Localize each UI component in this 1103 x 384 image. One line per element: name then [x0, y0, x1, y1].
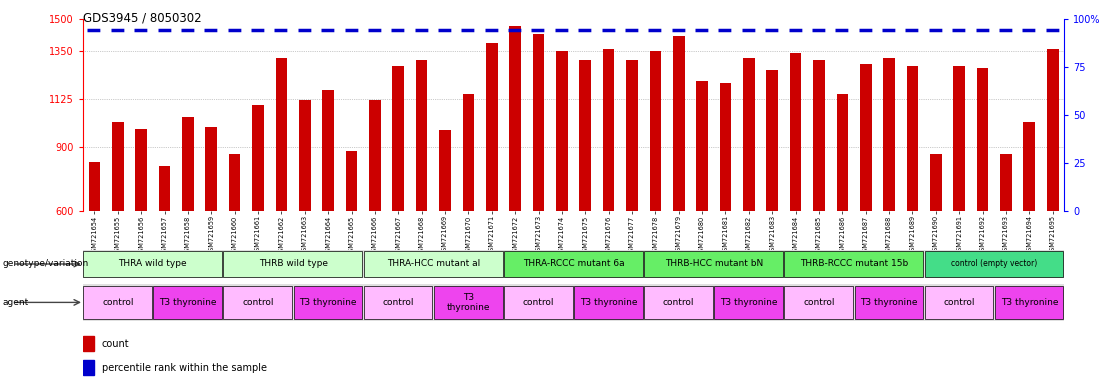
Bar — [322, 89, 334, 211]
Bar — [393, 66, 404, 211]
Text: control: control — [243, 298, 274, 307]
Text: T3 thyronine: T3 thyronine — [580, 298, 638, 307]
Bar — [884, 58, 895, 211]
Bar — [364, 286, 432, 319]
Text: GDS3945 / 8050302: GDS3945 / 8050302 — [83, 12, 202, 25]
Text: control: control — [803, 298, 835, 307]
Bar — [370, 100, 381, 211]
Bar — [253, 104, 264, 211]
Bar — [995, 286, 1063, 319]
Bar — [813, 60, 825, 211]
Bar — [364, 251, 503, 277]
Bar — [977, 68, 988, 211]
Bar — [574, 286, 643, 319]
Bar — [924, 251, 1063, 277]
Bar — [486, 43, 497, 211]
Bar — [836, 94, 848, 211]
Bar — [930, 154, 942, 211]
Bar — [644, 286, 713, 319]
Bar — [743, 58, 754, 211]
Bar — [1024, 122, 1036, 211]
Text: T3 thyronine: T3 thyronine — [1000, 298, 1058, 307]
Text: THRB-RCCC mutant 15b: THRB-RCCC mutant 15b — [800, 260, 908, 268]
Text: T3
thyronine: T3 thyronine — [447, 293, 490, 312]
Bar — [719, 83, 731, 211]
Bar — [88, 162, 100, 211]
Bar — [510, 26, 521, 211]
Bar — [83, 360, 94, 375]
Bar — [579, 60, 591, 211]
Bar — [111, 122, 124, 211]
Bar — [602, 49, 614, 211]
Bar — [276, 58, 287, 211]
Bar — [533, 34, 545, 211]
Text: control (empty vector): control (empty vector) — [951, 260, 1038, 268]
Text: genotype/variation: genotype/variation — [2, 260, 88, 268]
Text: percentile rank within the sample: percentile rank within the sample — [101, 362, 267, 373]
Bar — [644, 251, 783, 277]
Bar — [673, 36, 685, 211]
Text: THRA-HCC mutant al: THRA-HCC mutant al — [387, 260, 480, 268]
Bar — [159, 166, 170, 211]
Bar — [83, 286, 152, 319]
Text: T3 thyronine: T3 thyronine — [720, 298, 778, 307]
Bar — [790, 53, 802, 211]
Bar — [784, 251, 923, 277]
Bar — [205, 127, 217, 211]
Bar — [416, 60, 428, 211]
Bar — [924, 286, 994, 319]
Text: control: control — [383, 298, 414, 307]
Bar — [345, 151, 357, 211]
Bar — [767, 70, 778, 211]
Text: control: control — [943, 298, 975, 307]
Bar — [224, 286, 292, 319]
Text: THRA wild type: THRA wild type — [118, 260, 188, 268]
Bar — [439, 130, 451, 211]
Bar — [462, 94, 474, 211]
Bar — [556, 51, 568, 211]
Bar — [953, 66, 965, 211]
Bar — [696, 81, 708, 211]
Bar — [228, 154, 240, 211]
Bar — [627, 60, 638, 211]
Bar — [83, 251, 222, 277]
Bar — [1000, 154, 1011, 211]
Bar — [83, 336, 94, 351]
Bar — [224, 251, 362, 277]
Bar — [182, 118, 194, 211]
Bar — [433, 286, 503, 319]
Bar — [136, 129, 147, 211]
Text: T3 thyronine: T3 thyronine — [299, 298, 357, 307]
Bar — [153, 286, 222, 319]
Bar — [715, 286, 783, 319]
Bar — [504, 286, 572, 319]
Text: THRB-HCC mutant bN: THRB-HCC mutant bN — [665, 260, 763, 268]
Bar — [784, 286, 853, 319]
Text: count: count — [101, 339, 129, 349]
Text: agent: agent — [2, 298, 29, 307]
Text: THRA-RCCC mutant 6a: THRA-RCCC mutant 6a — [523, 260, 624, 268]
Text: control: control — [663, 298, 695, 307]
Text: control: control — [523, 298, 554, 307]
Text: control: control — [103, 298, 133, 307]
Bar — [650, 51, 661, 211]
Text: T3 thyronine: T3 thyronine — [159, 298, 216, 307]
Bar — [860, 64, 871, 211]
Text: THRB wild type: THRB wild type — [258, 260, 328, 268]
Bar — [907, 66, 919, 211]
Bar — [1047, 49, 1059, 211]
Text: T3 thyronine: T3 thyronine — [860, 298, 918, 307]
Bar — [504, 251, 643, 277]
Bar — [299, 100, 311, 211]
Bar — [855, 286, 923, 319]
Bar — [293, 286, 362, 319]
